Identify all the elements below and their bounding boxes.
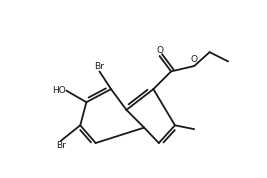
Text: Br: Br xyxy=(56,142,66,150)
Text: HO: HO xyxy=(52,86,66,95)
Text: O: O xyxy=(156,46,163,55)
Text: Br: Br xyxy=(95,62,104,71)
Text: O: O xyxy=(191,56,198,64)
